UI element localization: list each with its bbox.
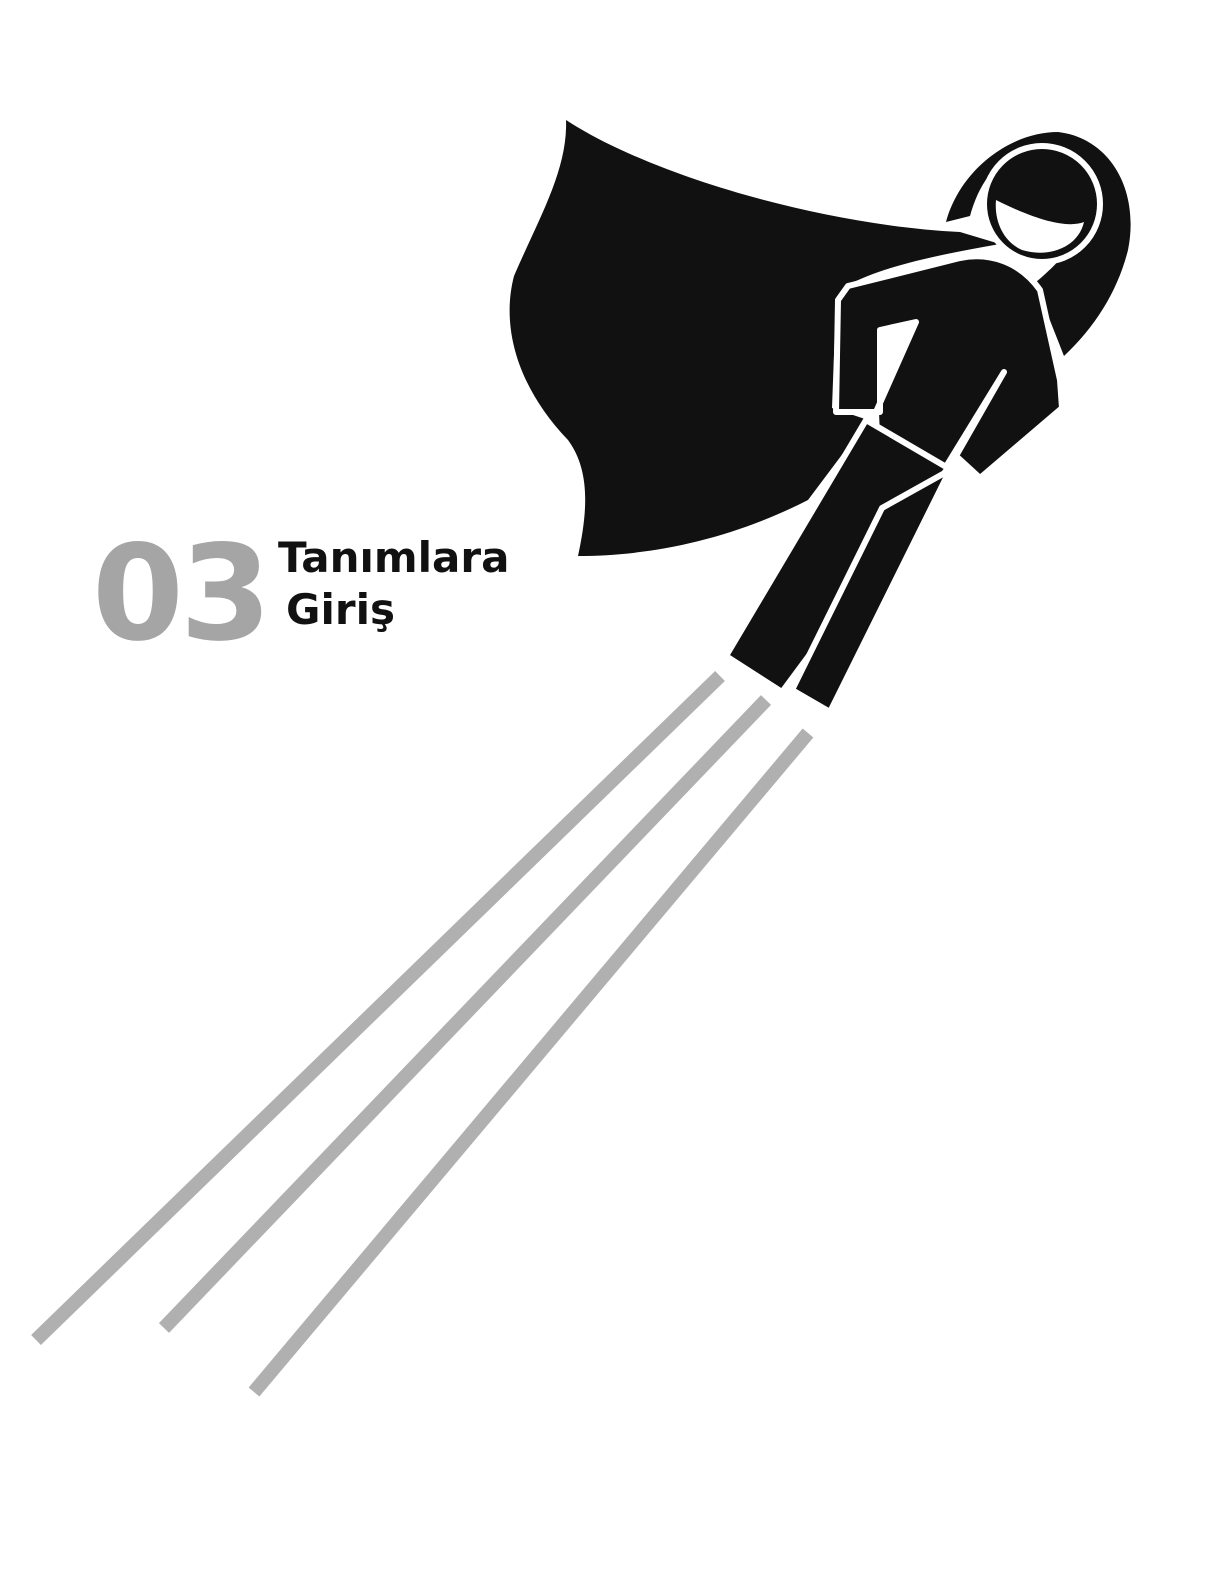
speed-line <box>31 670 725 1346</box>
speed-lines <box>31 670 814 1397</box>
chapter-title-line-2: Giriş <box>286 585 395 634</box>
hero-body <box>723 253 1065 715</box>
chapter-title-line-1: Tanımlara <box>278 533 510 582</box>
speed-line <box>158 695 772 1333</box>
chapter-number: 03 <box>92 517 272 671</box>
speed-line <box>248 728 814 1397</box>
chapter-title: Tanımlara Giriş <box>278 532 509 636</box>
cape-shape <box>509 120 1000 556</box>
smile-shape <box>995 200 1084 253</box>
